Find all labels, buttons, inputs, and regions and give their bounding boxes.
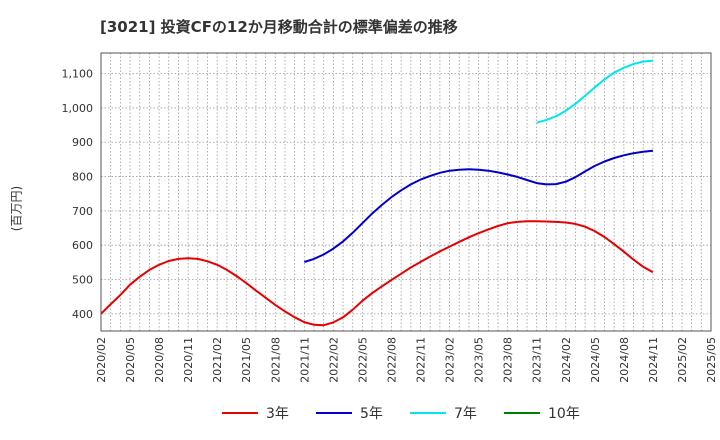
x-tick-label: 2024/05 [589, 337, 602, 383]
plot-area-frame [100, 52, 712, 332]
x-tick-label: 2020/02 [95, 337, 108, 383]
x-tick-label: 2025/02 [676, 337, 689, 383]
x-tick-label: 2021/11 [298, 337, 311, 383]
x-tick-label: 2024/11 [647, 337, 660, 383]
legend: 3年 5年 7年 10年 [222, 406, 580, 422]
x-tick-label: 2021/02 [211, 337, 224, 383]
series-line-3年 [100, 220, 654, 327]
legend-label: 3年 [266, 406, 289, 422]
legend-label: 10年 [548, 406, 580, 422]
series-line-5年 [303, 149, 654, 263]
x-tick-label: 2024/08 [618, 337, 631, 383]
y-tick-label: 800 [72, 171, 93, 184]
y-tick-label: 500 [72, 274, 93, 287]
x-tick-label: 2021/08 [269, 337, 282, 383]
y-tick-label: 1,100 [62, 68, 94, 81]
y-tick-label: 400 [72, 308, 93, 321]
x-tick-label: 2023/11 [531, 337, 544, 383]
x-tick-label: 2024/02 [560, 337, 573, 383]
x-tick-label: 2022/02 [327, 337, 340, 383]
x-tick-label: 2020/08 [153, 337, 166, 383]
grid [100, 53, 712, 331]
y-tick-label: 600 [72, 239, 93, 252]
series-lines [100, 59, 654, 327]
x-tick-label: 2022/11 [415, 337, 428, 383]
y-tick-label: 900 [72, 136, 93, 149]
x-tick-label: 2023/02 [444, 337, 457, 383]
x-tick-label: 2025/05 [705, 337, 718, 383]
x-axis-ticks: 2020/02 2020/05 2020/08 2020/11 2021/02 2021/… [95, 337, 718, 383]
x-tick-label: 2020/11 [182, 337, 195, 383]
x-tick-label: 2021/05 [240, 337, 253, 383]
legend-label: 7年 [454, 406, 477, 422]
x-tick-label: 2023/08 [502, 337, 515, 383]
x-tick-label: 2023/05 [473, 337, 486, 383]
x-tick-label: 2022/08 [385, 337, 398, 383]
x-tick-label: 2022/05 [356, 337, 369, 383]
y-axis-ticks: 400 500 600 700 800 900 1,000 1,100 [62, 68, 94, 321]
series-line-7年 [536, 59, 654, 124]
x-tick-label: 2020/05 [124, 337, 137, 383]
y-tick-label: 700 [72, 205, 93, 218]
chart-title: [3021] 投資CFの12か月移動合計の標準偏差の推移 [100, 18, 458, 36]
legend-label: 5年 [360, 406, 383, 422]
y-tick-label: 1,000 [62, 102, 94, 115]
